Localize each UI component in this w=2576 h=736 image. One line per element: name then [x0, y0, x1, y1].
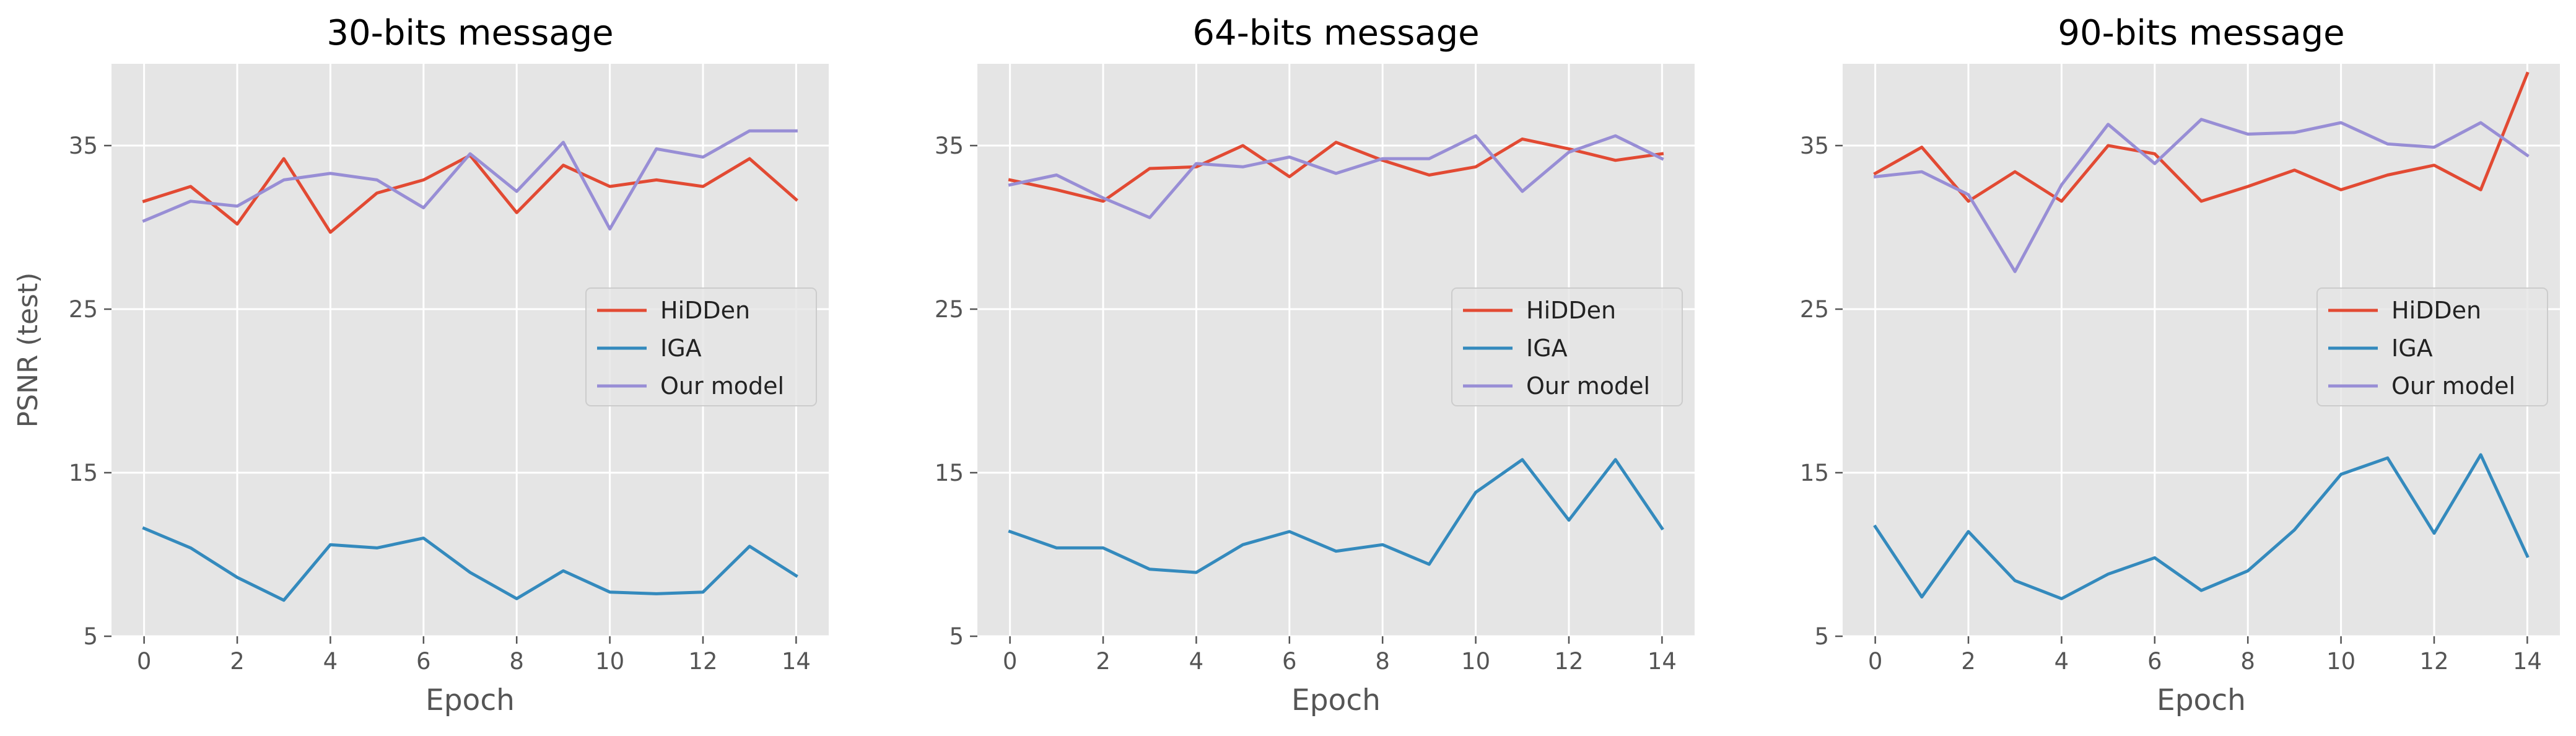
x-tick-label: 8: [1375, 648, 1390, 675]
y-tick-label: 25: [1800, 296, 1829, 323]
y-tick-label: 15: [1800, 460, 1829, 486]
legend-entry: IGA: [2391, 335, 2433, 362]
legend-box: [585, 287, 817, 406]
chart-title: 90-bits message: [2058, 13, 2344, 53]
legend-box: [2316, 287, 2548, 406]
x-axis-label: Epoch: [2157, 683, 2246, 717]
x-tick-label: 8: [509, 648, 524, 675]
x-tick-label: 10: [1461, 648, 1490, 675]
y-tick-label: 25: [69, 296, 98, 323]
x-tick-label: 6: [416, 648, 431, 675]
x-tick-label: 12: [2419, 648, 2448, 675]
chart-panel-1: 0 2 4 6 8 10 12 14 5 15 25 35 30-bits message Epoch Hi…: [69, 13, 829, 717]
chart-panel-3: 0 2 4 6 8 10 12 14 5 15 25 35 90-bits message Epoch Hi…: [1800, 13, 2560, 717]
chart-title: 30-bits message: [326, 13, 613, 53]
x-tick-label: 14: [782, 648, 811, 675]
y-tick-label: 15: [69, 460, 98, 486]
series-line-iga: [142, 526, 798, 602]
y-tick-label: 5: [1814, 623, 1829, 650]
chart-panel-2: 0 2 4 6 8 10 12 14 5 15 25 35 64-bits message Epoch Hi…: [935, 13, 1695, 717]
x-tick-label: 0: [1003, 648, 1018, 675]
x-tick-label: 4: [323, 648, 338, 675]
series-line-hidden: [1873, 71, 2530, 203]
x-tick-label: 4: [1189, 648, 1204, 675]
series-line-our-model: [1008, 134, 1664, 219]
series-line-hidden: [1008, 137, 1664, 203]
x-tick-label: 14: [1648, 648, 1677, 675]
x-tick-label: 12: [1554, 648, 1583, 675]
x-tick-label: 0: [1868, 648, 1883, 675]
legend-entry: IGA: [1526, 335, 1568, 362]
legend: HiDDen IGA Our model: [1451, 287, 1683, 406]
legend: HiDDen IGA Our model: [585, 287, 817, 406]
y-tick-label: 35: [69, 133, 98, 159]
x-tick-label: 6: [1282, 648, 1297, 675]
x-tick-label: 6: [2147, 648, 2162, 675]
x-axis-label: Epoch: [426, 683, 515, 717]
legend-entry: Our model: [660, 372, 784, 400]
legend-entry: IGA: [660, 335, 702, 362]
legend-entry: HiDDen: [660, 297, 750, 324]
legend-box: [1451, 287, 1683, 406]
y-axis-label: PSNR (test): [12, 273, 44, 428]
x-tick-label: 12: [688, 648, 717, 675]
legend: HiDDen IGA Our model: [2316, 287, 2548, 406]
x-tick-label: 14: [2513, 648, 2542, 675]
series-line-our-model: [142, 129, 798, 231]
legend-entry: Our model: [2391, 372, 2515, 400]
legend-entry: HiDDen: [2391, 297, 2481, 324]
y-tick-label: 5: [83, 623, 98, 650]
y-tick-label: 15: [935, 460, 964, 486]
y-tick-label: 35: [935, 133, 964, 159]
series-line-iga: [1873, 453, 2530, 600]
y-tick-label: 25: [935, 296, 964, 323]
x-tick-label: 2: [1961, 648, 1976, 675]
series-line-our-model: [1873, 118, 2530, 273]
x-tick-label: 2: [1096, 648, 1111, 675]
y-tick-label: 35: [1800, 133, 1829, 159]
x-tick-label: 0: [137, 648, 152, 675]
series-line-iga: [1008, 458, 1664, 574]
legend-entry: HiDDen: [1526, 297, 1616, 324]
legend-entry: Our model: [1526, 372, 1650, 400]
chart-title: 64-bits message: [1192, 13, 1479, 53]
x-tick-label: 10: [595, 648, 624, 675]
x-tick-label: 10: [2326, 648, 2356, 675]
x-tick-label: 4: [2054, 648, 2069, 675]
x-tick-label: 8: [2240, 648, 2255, 675]
x-axis-label: Epoch: [1291, 683, 1381, 717]
y-tick-label: 5: [949, 623, 964, 650]
x-tick-label: 2: [230, 648, 245, 675]
